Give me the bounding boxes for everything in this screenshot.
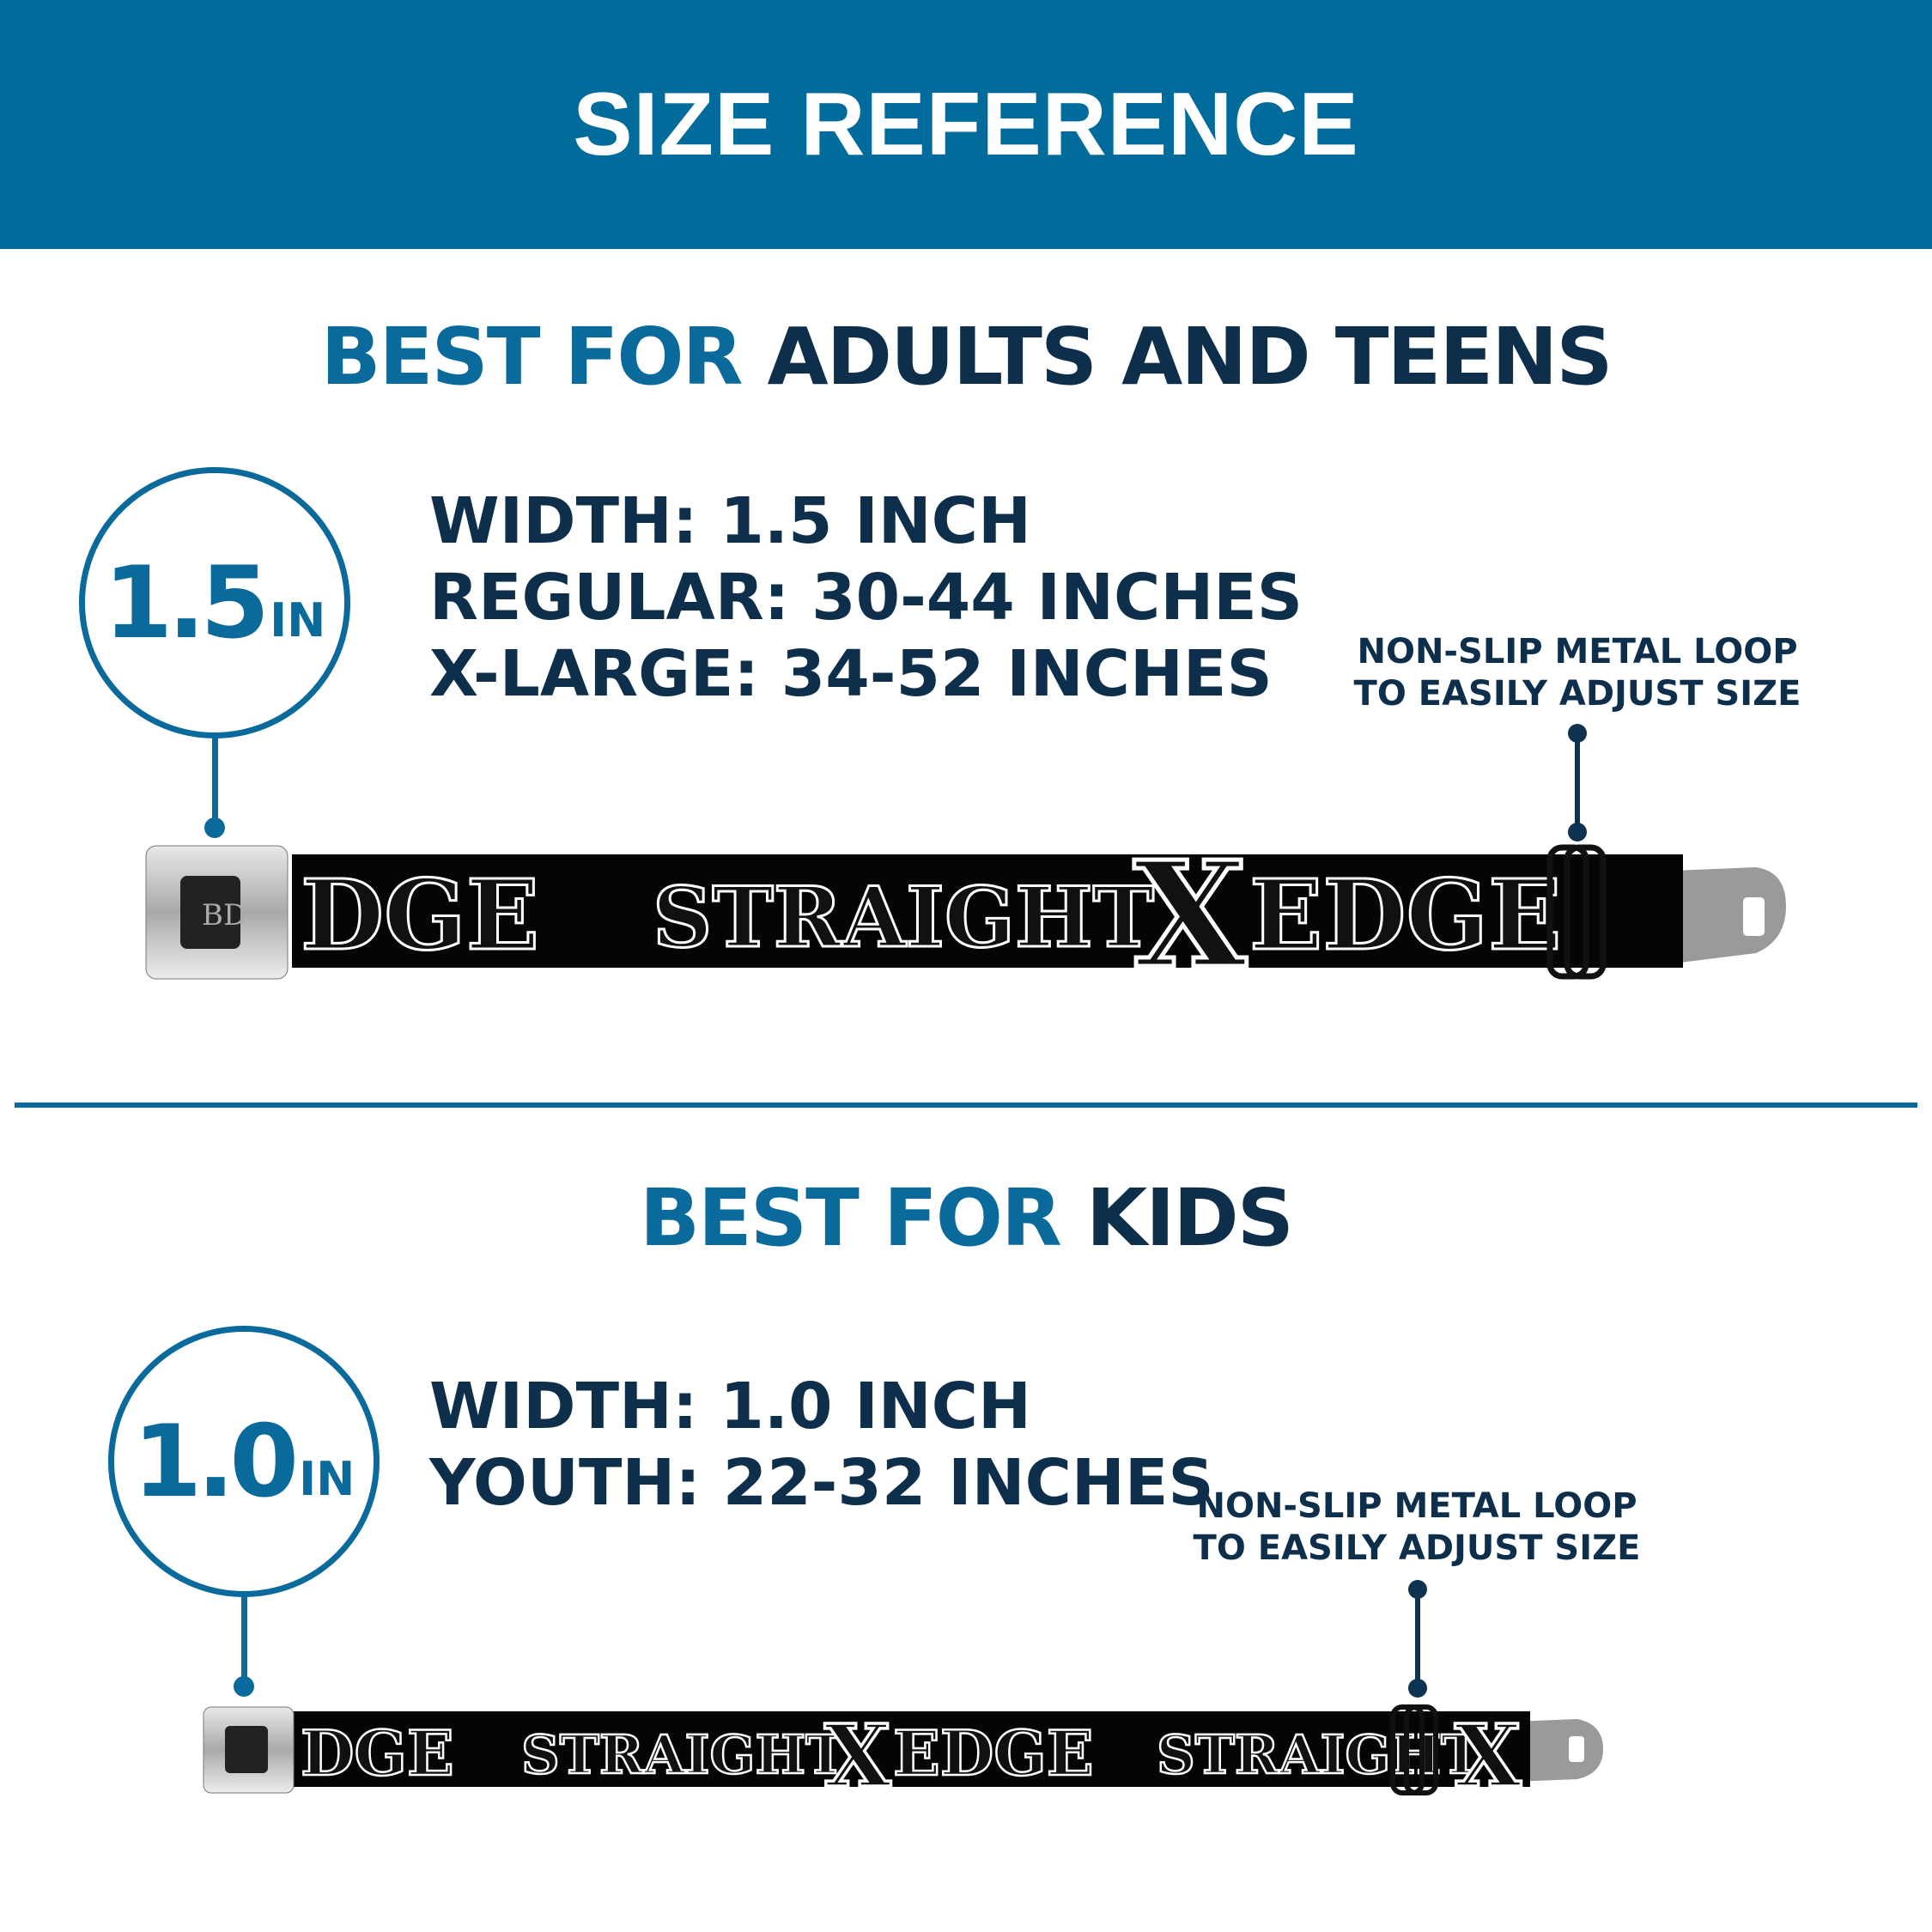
note-line-2: TO EASILY ADJUST SIZE bbox=[1353, 674, 1801, 714]
adult-specs: WIDTH: 1.5 INCH REGULAR: 30-44 INCHES X-… bbox=[429, 483, 1303, 713]
adult-heading-main: ADULTS AND TEENS bbox=[767, 311, 1613, 403]
badge-connector-line bbox=[212, 737, 218, 823]
spec-youth: YOUTH: 22-32 INCHES bbox=[429, 1446, 1214, 1520]
kids-heading: BEST FOR KIDS bbox=[0, 1172, 1932, 1264]
note-line-2: TO EASILY ADJUST SIZE bbox=[1193, 1528, 1641, 1568]
note-line-1: NON-SLIP METAL LOOP bbox=[1357, 632, 1798, 671]
svg-text:BD: BD bbox=[202, 898, 246, 933]
belt-text-x: X bbox=[824, 1705, 891, 1799]
badge-number: 1.0 bbox=[132, 1403, 299, 1520]
belt-text-left: DGE bbox=[301, 860, 539, 972]
badge-connector-dot bbox=[234, 1676, 254, 1697]
section-divider bbox=[15, 1103, 1917, 1108]
kids-belt-image: DGE STRAIGHT X EDGE STRAIGHT X bbox=[203, 1704, 1603, 1799]
belt-text-edge: EDGE bbox=[1249, 860, 1562, 972]
buckle-logo-icon bbox=[180, 876, 240, 949]
badge-connector-line bbox=[241, 1595, 247, 1681]
belt-text-left: DGE bbox=[301, 1716, 454, 1789]
belt-strap bbox=[292, 854, 1683, 968]
adult-heading: BEST FOR ADULTS AND TEENS bbox=[0, 311, 1932, 403]
loop-pointer-line bbox=[1575, 735, 1580, 831]
badge-number: 1.5 bbox=[103, 544, 270, 661]
metal-tab bbox=[1513, 1719, 1603, 1782]
loop-pointer-dot-top bbox=[1568, 724, 1587, 743]
adult-loop-note: NON-SLIP METAL LOOP TO EASILY ADJUST SIZ… bbox=[1320, 631, 1835, 715]
kids-loop-note: NON-SLIP METAL LOOP TO EASILY ADJUST SIZ… bbox=[1159, 1485, 1674, 1570]
page-title: SIZE REFERENCE bbox=[573, 75, 1359, 174]
belt-text-straight: STRAIGHT bbox=[653, 869, 1154, 966]
spec-xlarge: X-LARGE: 34-52 INCHES bbox=[429, 637, 1273, 711]
belt-text-straight-2: STRAIGHT bbox=[1157, 1723, 1480, 1786]
belt-text-x-2: X bbox=[1455, 1705, 1522, 1799]
loop-pointer-dot-top bbox=[1408, 1580, 1427, 1599]
loop-pointer-dot-bottom bbox=[1568, 823, 1587, 841]
badge-unit: IN bbox=[299, 1451, 355, 1506]
note-line-1: NON-SLIP METAL LOOP bbox=[1196, 1486, 1637, 1526]
spec-width: WIDTH: 1.5 INCH bbox=[429, 484, 1031, 558]
loop-pointer-line bbox=[1415, 1590, 1420, 1686]
kids-specs: WIDTH: 1.0 INCH YOUTH: 22-32 INCHES bbox=[429, 1369, 1214, 1522]
loop-pointer-dot-bottom bbox=[1408, 1679, 1427, 1698]
metal-loop bbox=[1390, 1704, 1425, 1795]
spec-width: WIDTH: 1.0 INCH bbox=[429, 1370, 1031, 1443]
kids-heading-main: KIDS bbox=[1085, 1172, 1294, 1264]
belt-text-straight: STRAIGHT bbox=[521, 1723, 845, 1786]
kids-heading-prefix: BEST FOR bbox=[639, 1172, 1062, 1264]
badge-unit: IN bbox=[270, 592, 326, 647]
width-badge-adult: 1.5 IN bbox=[79, 467, 350, 738]
metal-loop bbox=[1546, 844, 1589, 980]
belt-strap bbox=[294, 1711, 1530, 1787]
badge-connector-dot bbox=[204, 817, 225, 838]
metal-tab bbox=[1653, 867, 1786, 966]
header-banner bbox=[0, 0, 1932, 249]
buckle-logo-icon bbox=[225, 1726, 268, 1773]
belt-text-x: X bbox=[1133, 837, 1247, 987]
adult-belt-image: BD DGE STRAIGHT X EDGE bbox=[145, 837, 1786, 987]
spec-regular: REGULAR: 30-44 INCHES bbox=[429, 561, 1303, 635]
width-badge-kids: 1.0 IN bbox=[108, 1326, 380, 1597]
adult-heading-prefix: BEST FOR bbox=[320, 311, 744, 403]
belt-text-edge: EDGE bbox=[893, 1716, 1094, 1789]
